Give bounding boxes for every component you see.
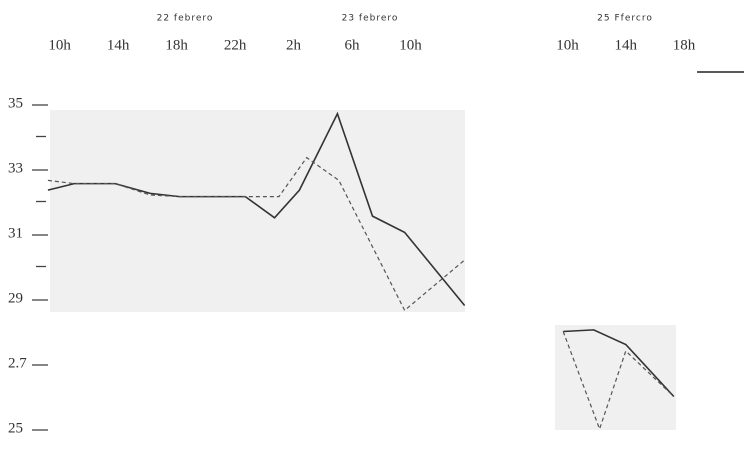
y-tick-label: 2.7 (8, 355, 27, 371)
x-tick-label: 14h (107, 37, 130, 53)
x-tick-label: 10h (556, 37, 579, 53)
x-tick-label: 2h (286, 37, 302, 53)
x-tick-label: 14h (615, 37, 638, 53)
x-tick-label: 18h (165, 37, 188, 53)
data-line (562, 331, 675, 431)
x-tick-label: 6h (345, 37, 361, 53)
y-tick-label: 31 (8, 225, 23, 241)
plot-background (555, 325, 676, 430)
plot-background (50, 110, 465, 312)
x-tick-label: 10h (48, 37, 71, 53)
date-label: 25 Ffercro (597, 14, 653, 24)
y-tick-label: 35 (8, 95, 23, 111)
y-tick-label: 33 (8, 160, 23, 176)
data-line (47, 111, 466, 307)
y-tick-label: 25 (8, 420, 23, 436)
date-label: 22 febrero (157, 14, 214, 24)
x-tick-label: 22h (224, 37, 247, 53)
y-tick-label: 29 (8, 290, 23, 306)
data-line (563, 329, 675, 398)
data-line (47, 156, 466, 312)
x-tick-label: 10h (399, 37, 422, 53)
x-tick-label: 18h (673, 37, 696, 53)
date-label: 23 febrero (342, 14, 399, 24)
